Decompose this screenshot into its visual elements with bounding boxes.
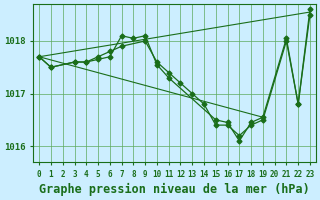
X-axis label: Graphe pression niveau de la mer (hPa): Graphe pression niveau de la mer (hPa) <box>39 183 310 196</box>
